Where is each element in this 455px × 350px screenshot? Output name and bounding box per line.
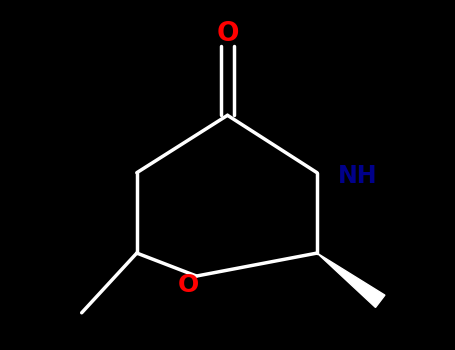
Text: O: O xyxy=(177,273,198,297)
Text: NH: NH xyxy=(338,164,377,188)
Text: O: O xyxy=(216,21,239,47)
Polygon shape xyxy=(317,253,385,307)
